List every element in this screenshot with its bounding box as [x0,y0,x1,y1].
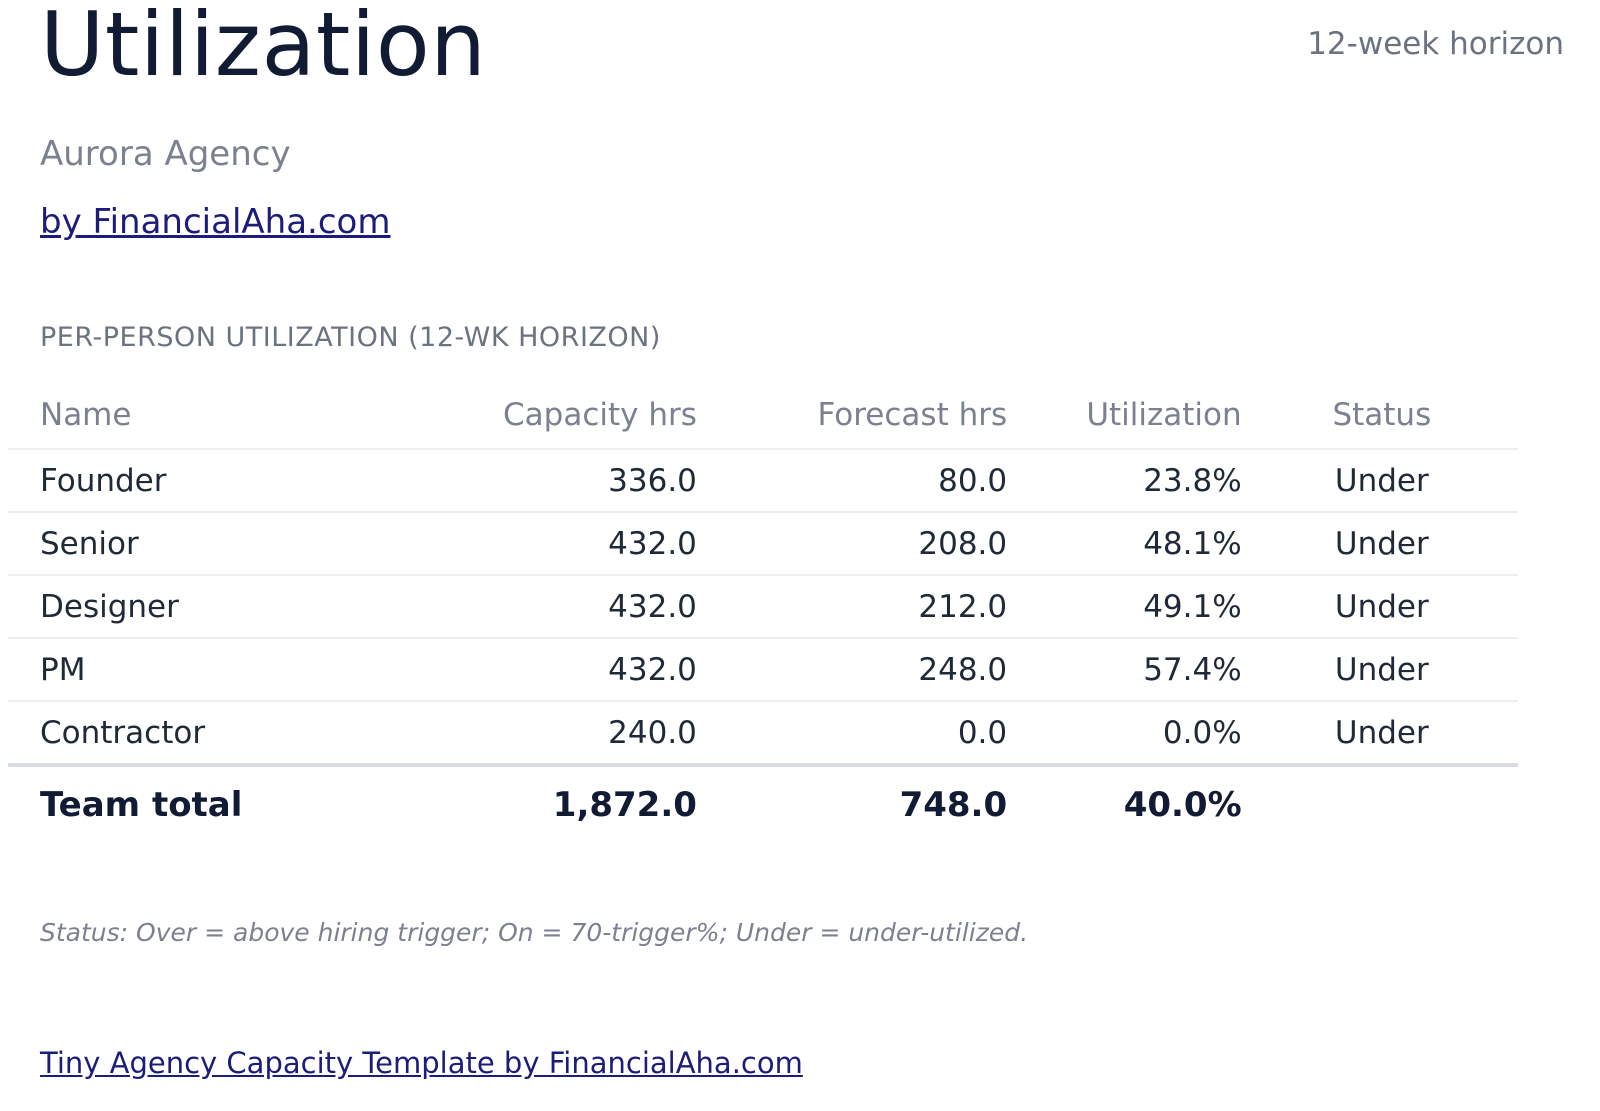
footer-template-link[interactable]: Tiny Agency Capacity Template by Financi… [40,1046,803,1080]
total-forecast: 748.0 [899,785,1008,825]
column-header-capacity: Capacity hrs [391,382,697,450]
row-status: Under [1241,449,1518,513]
row-status: Under [1241,701,1518,767]
row-status: Under [1241,638,1518,702]
row-forecast: 212.0 [696,575,1008,639]
total-status [1242,765,1518,843]
table-row: Contractor 240.0 0.0 0.0% Under [8,701,1518,767]
row-utilization: 57.4% [1007,638,1242,702]
row-utilization: 23.8% [1007,449,1242,513]
column-header-status: Status [1241,382,1518,450]
table-row: PM 432.0 248.0 57.4% Under [8,638,1518,702]
row-name: Senior [8,512,392,576]
status-label: Under [1334,588,1429,625]
status-footnote: Status: Over = above hiring trigger; On … [40,918,1029,947]
column-header-status-label: Status [1332,397,1432,433]
total-capacity: 1,872.0 [552,785,697,825]
horizon-label: 12-week horizon [1307,26,1564,62]
page-title: Utilization [40,0,487,96]
row-name: PM [8,638,392,702]
row-status: Under [1241,575,1518,639]
table-row: Designer 432.0 212.0 49.1% Under [8,575,1518,639]
row-forecast: 0.0 [696,701,1008,767]
column-header-name: Name [8,382,392,450]
row-capacity: 432.0 [391,575,697,639]
total-name: Team total [40,785,243,825]
row-utilization: 0.0% [1007,701,1242,767]
row-name: Contractor [8,701,392,767]
row-status: Under [1241,512,1518,576]
row-name: Designer [8,575,392,639]
column-header-forecast: Forecast hrs [696,382,1008,450]
company-name: Aurora Agency [40,134,291,174]
row-forecast: 208.0 [696,512,1008,576]
status-label: Under [1334,714,1429,751]
financialaha-link[interactable]: by FinancialAha.com [40,202,391,242]
table-row: Senior 432.0 208.0 48.1% Under [8,512,1518,576]
row-capacity: 336.0 [391,449,697,513]
section-heading: PER-PERSON UTILIZATION (12-WK HORIZON) [40,322,661,353]
status-label: Under [1334,462,1429,499]
row-capacity: 240.0 [391,701,697,767]
column-header-utilization: Utilization [1007,382,1242,450]
total-utilization: 40.0% [1123,785,1242,825]
row-utilization: 48.1% [1007,512,1242,576]
table-row: Founder 336.0 80.0 23.8% Under [8,449,1518,513]
row-name: Founder [8,449,392,513]
status-label: Under [1334,525,1429,562]
status-label: Under [1334,651,1429,688]
row-forecast: 248.0 [696,638,1008,702]
row-capacity: 432.0 [391,638,697,702]
row-forecast: 80.0 [696,449,1008,513]
utilization-table: Name Capacity hrs Forecast hrs Utilizati… [8,382,1518,843]
table-header-row: Name Capacity hrs Forecast hrs Utilizati… [8,382,1518,450]
team-total-row: Team total 1,872.0 748.0 40.0% [8,765,1518,843]
row-capacity: 432.0 [391,512,697,576]
row-utilization: 49.1% [1007,575,1242,639]
